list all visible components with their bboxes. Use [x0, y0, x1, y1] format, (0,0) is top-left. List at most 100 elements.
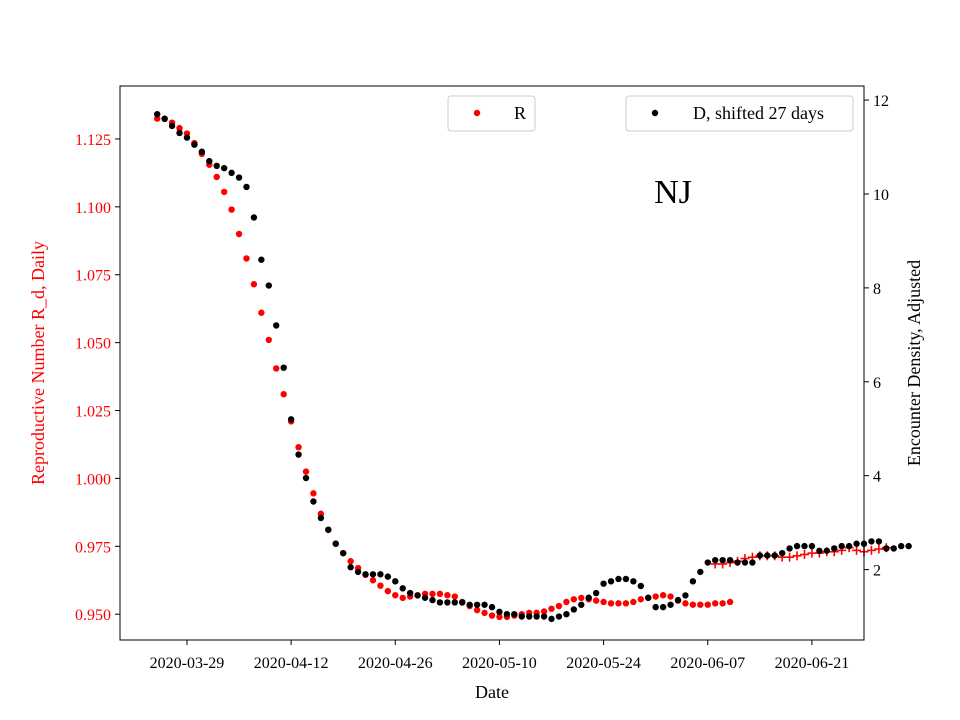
- data-point-r: [213, 173, 220, 181]
- data-point-d: [801, 542, 808, 550]
- data-point-r: [451, 593, 458, 600]
- series-d: [154, 110, 912, 623]
- y-right-tick-label: 12: [873, 93, 889, 110]
- y-axis-left-label: Reproductive Number R_d, Daily: [28, 241, 48, 485]
- data-point-d: [585, 594, 592, 601]
- y-axis-right-label: Encounter Density, Adjusted: [904, 260, 924, 466]
- data-point-r: [607, 600, 615, 607]
- data-point-d: [845, 542, 853, 550]
- data-point-d: [645, 594, 652, 601]
- data-point-r: [712, 600, 719, 607]
- y-left-tick-label: 1.100: [75, 200, 111, 217]
- data-point-d: [607, 578, 615, 585]
- data-point-d: [778, 549, 786, 557]
- data-point-r: [384, 587, 392, 595]
- data-point-r-projected: [866, 545, 876, 555]
- y-left-tick-label: 1.125: [75, 132, 111, 149]
- data-point-d: [369, 571, 377, 578]
- data-point-r: [295, 443, 302, 451]
- data-point-d: [317, 514, 325, 522]
- data-point-r-projected: [852, 545, 862, 555]
- data-point-d: [883, 545, 890, 552]
- data-point-r: [243, 255, 250, 262]
- data-point-d: [540, 613, 548, 620]
- data-point-d: [206, 157, 213, 165]
- data-point-r: [265, 336, 272, 344]
- data-point-d: [868, 538, 875, 545]
- legend-r-marker: [473, 109, 481, 117]
- data-point-d: [741, 559, 749, 566]
- data-point-d: [630, 578, 637, 585]
- x-tick-label: 2020-06-07: [670, 655, 745, 672]
- data-point-d: [548, 615, 555, 623]
- data-point-d: [652, 603, 659, 611]
- data-point-d: [302, 474, 310, 482]
- data-point-d: [228, 169, 235, 177]
- data-point-d: [622, 575, 630, 583]
- data-point-d: [764, 552, 771, 559]
- marks-layer: [154, 110, 912, 623]
- data-point-d: [429, 596, 436, 604]
- data-point-r: [682, 600, 689, 607]
- data-point-d: [220, 164, 228, 172]
- x-tick-label: 2020-03-29: [150, 655, 225, 672]
- data-point-r: [667, 593, 674, 600]
- data-point-d: [488, 603, 496, 611]
- data-point-d: [570, 606, 578, 613]
- x-tick-label: 2020-06-21: [775, 655, 850, 672]
- data-point-r: [258, 309, 265, 316]
- data-point-r: [429, 590, 436, 598]
- legend-r-label: R: [514, 103, 526, 123]
- data-point-d: [459, 599, 466, 606]
- data-point-d: [421, 594, 429, 601]
- data-point-d: [354, 568, 362, 576]
- data-point-d: [287, 416, 295, 423]
- data-point-d: [250, 214, 258, 221]
- data-point-r: [637, 596, 644, 603]
- data-point-d: [808, 542, 816, 550]
- data-point-d: [689, 578, 697, 585]
- data-point-d: [503, 610, 511, 618]
- data-point-d: [362, 571, 369, 578]
- data-point-d: [168, 122, 176, 130]
- data-point-d: [496, 608, 503, 616]
- data-point-r: [659, 591, 667, 599]
- data-point-d: [310, 498, 317, 505]
- data-point-d: [816, 547, 823, 554]
- data-point-r: [600, 598, 607, 606]
- legend-d-marker: [651, 109, 659, 117]
- axes-layer: 2020-03-29 2020-04-12 2020-04-26 2020-05-10…: [75, 93, 889, 672]
- data-point-r: [228, 206, 235, 213]
- data-point-d: [332, 540, 339, 547]
- data-point-d: [786, 545, 793, 552]
- data-point-d: [578, 601, 585, 608]
- data-point-d: [265, 282, 272, 289]
- data-point-d: [526, 613, 533, 620]
- y-left-tick-label: 0.950: [75, 607, 111, 624]
- data-point-r: [570, 596, 578, 603]
- data-point-d: [183, 134, 191, 141]
- data-point-d: [295, 451, 302, 458]
- data-point-d: [793, 542, 801, 550]
- data-point-r: [473, 606, 481, 614]
- data-point-r: [726, 598, 734, 606]
- data-point-d: [682, 592, 689, 599]
- y-right-tick-label: 8: [873, 281, 881, 298]
- data-point-d: [518, 613, 525, 620]
- data-point-r: [347, 558, 354, 565]
- y-right-tick-label: 2: [873, 563, 881, 580]
- data-point-d: [756, 552, 764, 559]
- data-point-r: [302, 468, 310, 475]
- y-right-tick-label: 10: [873, 187, 889, 204]
- data-point-r: [392, 591, 399, 599]
- series-r: [154, 115, 734, 621]
- data-point-d: [392, 578, 399, 585]
- data-point-r: [548, 605, 555, 612]
- y-left-tick-label: 0.975: [75, 539, 111, 556]
- data-point-r: [154, 115, 161, 122]
- data-point-r-projected: [799, 549, 809, 559]
- data-point-r: [444, 591, 451, 599]
- data-point-r: [481, 609, 488, 617]
- data-point-d: [600, 580, 607, 587]
